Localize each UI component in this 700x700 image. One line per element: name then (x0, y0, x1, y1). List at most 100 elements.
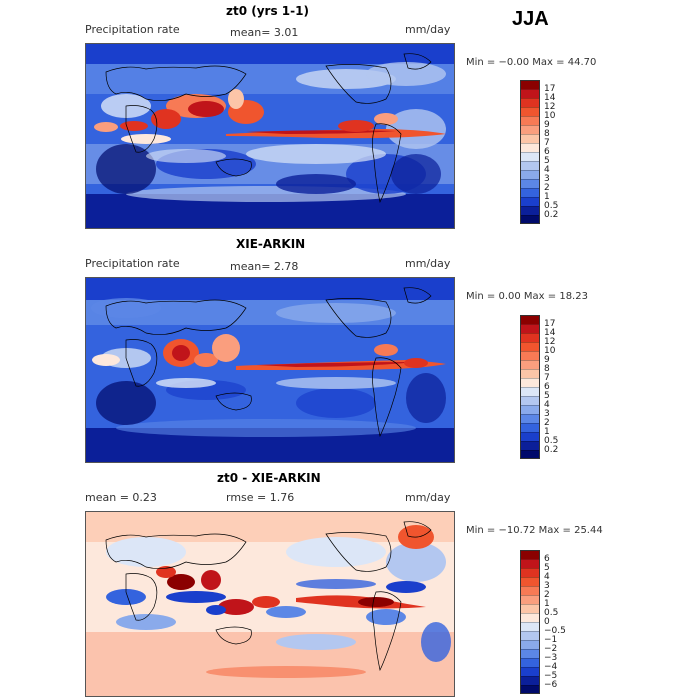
panel-3-units: mm/day (405, 491, 451, 504)
colorbar-tick-label: 4 (544, 572, 550, 582)
panel-2-units: mm/day (405, 257, 451, 270)
colorbar-tick-label: 8 (544, 129, 550, 139)
colorbar-swatch (520, 387, 540, 396)
colorbar-tick-label: 4 (544, 400, 550, 410)
colorbar-tick-label: 6 (544, 147, 550, 157)
colorbar-swatch (520, 622, 540, 631)
colorbar-swatch (520, 586, 540, 595)
panel-2-variable: Precipitation rate (85, 257, 180, 270)
colorbar-swatch (520, 450, 540, 459)
colorbar-swatch (520, 134, 540, 143)
colorbar-swatch (520, 568, 540, 577)
colorbar-swatch (520, 631, 540, 640)
colorbar-tick-label: 0.5 (544, 608, 559, 618)
colorbar-swatch (520, 559, 540, 568)
colorbar-swatch (520, 107, 540, 116)
colorbar-tick-label: 5 (544, 156, 550, 166)
colorbar-swatch (520, 125, 540, 134)
colorbar-swatch (520, 351, 540, 360)
colorbar-swatch (520, 197, 540, 206)
colorbar-swatch (520, 595, 540, 604)
colorbar-swatch (520, 324, 540, 333)
panel-1-title: zt0 (yrs 1-1) (226, 4, 309, 18)
colorbar-tick-label: 3 (544, 409, 550, 419)
panel-3-rmse: rmse = 1.76 (226, 491, 295, 504)
colorbar-tick-label: 7 (544, 138, 550, 148)
colorbar-swatch (520, 405, 540, 414)
panel-1-map (85, 43, 455, 229)
colorbar-tick-label: −1 (544, 635, 558, 645)
panel-2-minmax: Min = 0.00 Max = 18.23 (466, 291, 588, 302)
colorbar-tick-label: 10 (544, 346, 556, 356)
colorbar-swatch (520, 396, 540, 405)
colorbar-swatch (520, 667, 540, 676)
colorbar-swatch (520, 369, 540, 378)
colorbar-tick-label: −3 (544, 653, 558, 663)
colorbar-tick-label: 5 (544, 563, 550, 573)
colorbar-swatch (520, 143, 540, 152)
colorbar-frame (520, 80, 540, 224)
colorbar-swatch (520, 188, 540, 197)
colorbar-tick-label: 17 (544, 84, 556, 94)
colorbar-tick-label: 0.2 (544, 445, 559, 455)
colorbar-swatch (520, 423, 540, 432)
colorbar-swatch (520, 206, 540, 215)
colorbar-tick-label: 7 (544, 373, 550, 383)
colorbar-swatch (520, 577, 540, 586)
colorbar-swatch (520, 179, 540, 188)
colorbar-tick-label: 0 (544, 617, 550, 627)
colorbar-tick-label: 1 (544, 192, 550, 202)
colorbar-tick-label: 8 (544, 364, 550, 374)
colorbar-swatch (520, 658, 540, 667)
colorbar-swatch (520, 432, 540, 441)
colorbar-swatch (520, 342, 540, 351)
colorbar-tick-label: −0.5 (544, 626, 566, 636)
colorbar-swatch (520, 441, 540, 450)
colorbar-swatch (520, 414, 540, 423)
panel-2-map-graphic (86, 278, 454, 462)
panel-1-map-graphic (86, 44, 454, 228)
colorbar-tick-label: 2 (544, 183, 550, 193)
colorbar-tick-label: −2 (544, 644, 558, 654)
colorbar-tick-label: −4 (544, 662, 558, 672)
colorbar-swatch (520, 98, 540, 107)
colorbar-tick-label: −5 (544, 671, 558, 681)
colorbar-swatch (520, 649, 540, 658)
colorbar-swatch (520, 613, 540, 622)
colorbar-tick-label: −6 (544, 680, 558, 690)
colorbar-tick-label: 3 (544, 174, 550, 184)
colorbar-tick-label: 14 (544, 93, 556, 103)
panel-3-minmax: Min = −10.72 Max = 25.44 (466, 525, 603, 536)
colorbar-tick-label: 12 (544, 337, 556, 347)
colorbar-tick-label: 10 (544, 111, 556, 121)
colorbar-tick-label: 9 (544, 120, 550, 130)
colorbar-tick-label: 4 (544, 165, 550, 175)
colorbar-swatch (520, 116, 540, 125)
colorbar-frame (520, 315, 540, 459)
colorbar-swatch (520, 640, 540, 649)
colorbar-tick-label: 5 (544, 391, 550, 401)
panel-3-title: zt0 - XIE-ARKIN (217, 471, 321, 485)
panel-3-mean: mean = 0.23 (85, 491, 157, 504)
colorbar-tick-label: 1 (544, 599, 550, 609)
colorbar-swatch (520, 360, 540, 369)
colorbar-swatch (520, 215, 540, 224)
colorbar-swatch (520, 676, 540, 685)
colorbar-tick-label: 0.5 (544, 436, 559, 446)
colorbar-swatch (520, 152, 540, 161)
colorbar-swatch (520, 170, 540, 179)
panel-1-units: mm/day (405, 23, 451, 36)
colorbar-swatch (520, 685, 540, 694)
panel-3-map-graphic (86, 512, 454, 696)
panel-2-map (85, 277, 455, 463)
colorbar-swatch (520, 161, 540, 170)
panel-1-variable: Precipitation rate (85, 23, 180, 36)
colorbar-swatch (520, 378, 540, 387)
colorbar-tick-label: 2 (544, 418, 550, 428)
colorbar-tick-label: 3 (544, 581, 550, 591)
colorbar-swatch (520, 604, 540, 613)
colorbar-tick-label: 14 (544, 328, 556, 338)
panel-1-mean: mean= 3.01 (230, 26, 299, 39)
colorbar-swatch (520, 89, 540, 98)
colorbar-tick-label: 12 (544, 102, 556, 112)
